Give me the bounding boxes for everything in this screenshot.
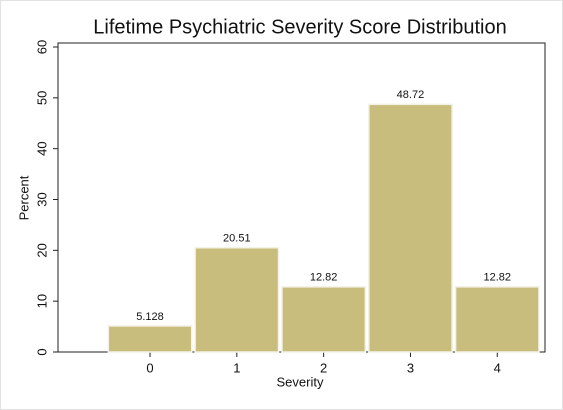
y-tick-label: 30 bbox=[34, 192, 49, 206]
x-tick-label: 2 bbox=[320, 360, 327, 375]
value-label: 5.128 bbox=[136, 311, 164, 323]
y-tick-label: 10 bbox=[34, 294, 49, 308]
value-label: 20.51 bbox=[223, 233, 251, 245]
value-label: 48.72 bbox=[397, 89, 425, 101]
bar bbox=[368, 103, 453, 353]
value-label: 12.82 bbox=[483, 272, 511, 284]
value-label: 12.82 bbox=[310, 272, 338, 284]
y-tick-label: 50 bbox=[34, 91, 49, 105]
x-tick-label: 3 bbox=[407, 360, 414, 375]
y-axis-label: Percent bbox=[16, 175, 31, 220]
bar bbox=[107, 325, 193, 353]
bar bbox=[454, 286, 540, 353]
bar bbox=[281, 286, 367, 353]
x-tick-label: 4 bbox=[494, 360, 501, 375]
y-tick-label: 40 bbox=[34, 141, 49, 155]
x-tick-label: 0 bbox=[146, 360, 153, 375]
bar bbox=[194, 246, 280, 353]
y-tick-label: 0 bbox=[34, 348, 49, 355]
y-tick-label: 20 bbox=[34, 243, 49, 257]
x-axis-label: Severity bbox=[277, 374, 324, 389]
x-tick-label: 1 bbox=[233, 360, 240, 375]
chart-title: Lifetime Psychiatric Severity Score Dist… bbox=[93, 16, 506, 38]
y-tick-label: 60 bbox=[34, 40, 49, 54]
